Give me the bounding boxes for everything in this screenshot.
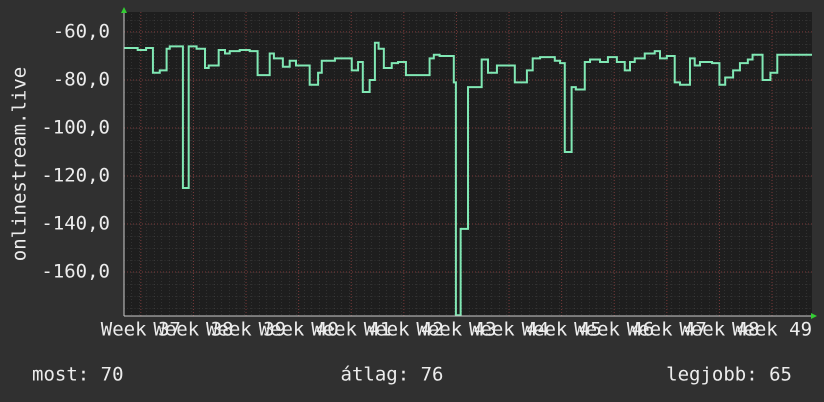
x-tick-label: Week 38 [153, 319, 233, 341]
y-tick-label: -120,0 [41, 165, 110, 187]
y-tick-label: -140,0 [41, 213, 110, 235]
x-tick-label: Week 41 [311, 319, 391, 341]
y-tick-label: -160,0 [41, 261, 110, 283]
stat-average: átlag: 76 [341, 364, 444, 386]
x-tick-label: Week 47 [627, 319, 707, 341]
x-tick-label: Week 37 [101, 319, 181, 341]
y-tick-label: -100,0 [41, 116, 110, 138]
y-axis-label: onlinestream.live [9, 67, 31, 261]
y-tick-label: -80,0 [53, 68, 110, 90]
stat-best: legjobb: 65 [666, 364, 792, 386]
y-tick-label: -60,0 [53, 20, 110, 42]
x-tick-label: Week 43 [416, 319, 496, 341]
x-arrow [811, 313, 817, 319]
x-tick-label: Week 48 [679, 319, 759, 341]
stat-current: most: 70 [32, 364, 124, 386]
x-tick-label: Week 40 [259, 319, 339, 341]
x-tick-label: Week 45 [522, 319, 602, 341]
x-tick-label: Week 42 [364, 319, 444, 341]
x-tick-label: Week 49 [732, 319, 812, 341]
y-arrow [121, 7, 127, 13]
x-tick-label: Week 46 [574, 319, 654, 341]
chart-layer [124, 12, 812, 317]
series-line [124, 41, 812, 317]
x-tick-label: Week 39 [206, 319, 286, 341]
x-tick-label: Week 44 [469, 319, 549, 341]
